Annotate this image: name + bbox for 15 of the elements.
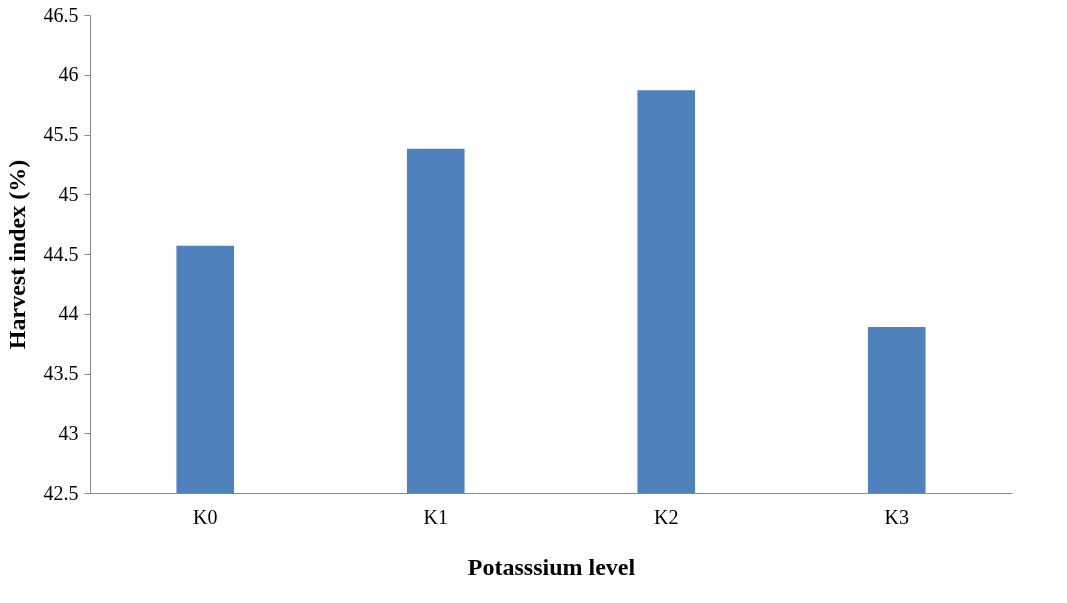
y-tick-label: 46 [58,63,79,86]
y-tick-label: 46.5 [43,3,79,26]
x-tick-label: K2 [654,505,679,528]
y-axis-title: Harvest index (%) [3,159,30,350]
y-tick-label: 45.5 [43,123,79,145]
x-tick-label: K0 [193,505,218,528]
x-tick-label: K1 [423,505,448,528]
y-tick-label: 43 [58,421,79,444]
y-tick-label: 43.5 [43,362,79,384]
y-tick-label: 45 [58,182,79,205]
y-tick-label: 42.5 [43,481,79,504]
x-axis-title: Potasssium level [467,553,636,580]
x-tick-label: K3 [884,505,909,528]
y-tick-label: 44 [58,302,79,325]
y-tick-label: 44.5 [43,242,79,265]
